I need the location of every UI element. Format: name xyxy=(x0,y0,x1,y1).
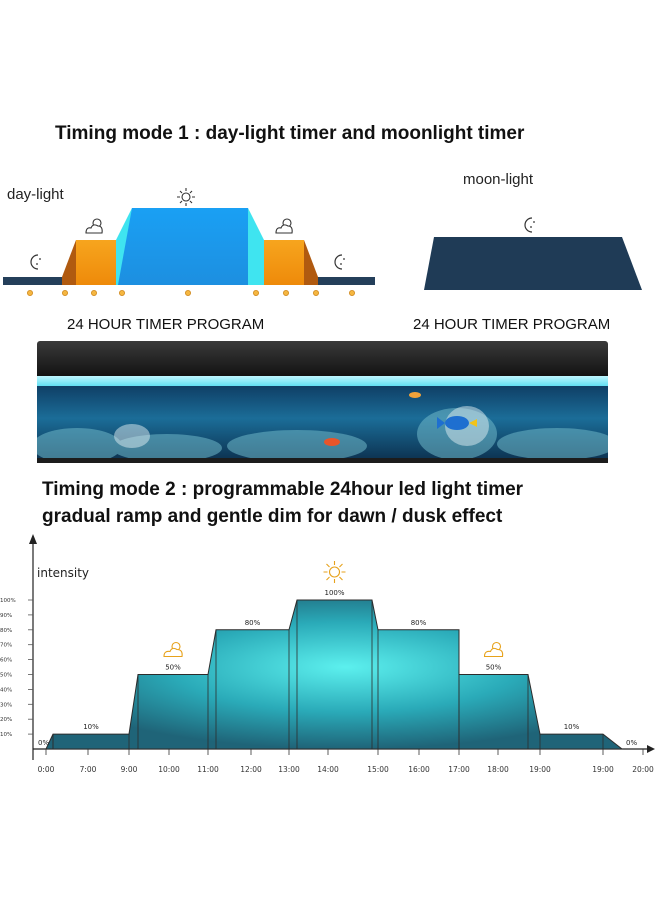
x-tick-label: 11:00 xyxy=(197,765,219,774)
start-label: 0% xyxy=(38,739,49,747)
data-label: 10% xyxy=(564,723,580,731)
y-tick-label: 50% xyxy=(0,673,12,679)
data-label: 80% xyxy=(245,619,261,627)
data-label: 80% xyxy=(411,619,427,627)
daylight-label: day-light xyxy=(7,186,64,203)
fish-blue xyxy=(437,416,469,430)
y-tick-label: 80% xyxy=(0,628,12,634)
sunset-block-right xyxy=(264,240,304,285)
y-tick-label: 90% xyxy=(0,613,12,619)
y-axis-label: intensity xyxy=(37,566,89,580)
cloud-sun-icon xyxy=(275,218,293,234)
y-tick-label: 40% xyxy=(0,687,12,693)
moon-icon xyxy=(524,217,535,233)
x-tick-label: 15:00 xyxy=(367,765,389,774)
tank-base xyxy=(37,458,608,463)
intensity-area xyxy=(45,599,624,750)
x-tick-label: 9:00 xyxy=(121,765,138,774)
program-label-left: 24 HOUR TIMER PROGRAM xyxy=(67,316,265,333)
timer-marks xyxy=(26,290,355,297)
moon-icon xyxy=(30,254,41,270)
y-tick-label: 60% xyxy=(0,658,12,664)
x-tick-label: 0:00 xyxy=(38,765,55,774)
y-tick-label: 10% xyxy=(0,732,12,738)
end-label: 0% xyxy=(626,739,637,747)
x-tick-label: 17:00 xyxy=(448,765,470,774)
sun-icon xyxy=(177,188,195,206)
data-label: 100% xyxy=(324,589,344,597)
x-tick-label: 19:00 xyxy=(592,765,614,774)
y-tick-label: 20% xyxy=(0,717,12,723)
mode1-title: Timing mode 1 : day-light timer and moon… xyxy=(55,123,525,144)
y-tick-label: 70% xyxy=(0,643,12,649)
x-tick-label: 19:00 xyxy=(529,765,551,774)
data-label: 10% xyxy=(83,723,99,731)
x-tick-label: 14:00 xyxy=(317,765,339,774)
y-axis-arrow xyxy=(29,534,37,544)
moonlight-label: moon-light xyxy=(463,171,534,188)
fish-orange xyxy=(409,392,421,398)
fish-red xyxy=(324,438,340,446)
program-label-right: 24 HOUR TIMER PROGRAM xyxy=(413,316,611,333)
sunset-ramp-right xyxy=(304,240,318,285)
x-tick-label: 18:00 xyxy=(487,765,509,774)
x-axis-arrow xyxy=(647,745,655,753)
x-tick-label: 7:00 xyxy=(80,765,97,774)
x-tick-label: 16:00 xyxy=(408,765,430,774)
cloud-sun-icon xyxy=(163,641,183,658)
cloud-sun-icon xyxy=(483,641,504,658)
x-tick-label: 20:00 xyxy=(632,765,654,774)
mode2-title-line1: Timing mode 2 : programmable 24hour led … xyxy=(42,479,524,500)
moonlight-timer-diagram xyxy=(424,217,642,290)
data-label: 50% xyxy=(486,664,502,672)
sun-icon xyxy=(323,561,346,583)
y-tick-label: 30% xyxy=(0,702,12,708)
fish-yellow xyxy=(469,419,477,427)
led-light-strip xyxy=(37,376,608,386)
sunrise-ramp-left xyxy=(62,240,76,285)
mode2-title-line2: gradual ramp and gentle dim for dawn / d… xyxy=(42,506,503,527)
aquarium-image xyxy=(37,386,608,458)
y-tick-label: 100% xyxy=(0,598,16,604)
transition-right xyxy=(248,208,264,285)
intensity-chart: intensity 100% 90% 80% 70% 60% 50% 40% 30% 20% 10%… xyxy=(0,534,655,774)
sunrise-block-left xyxy=(76,240,116,285)
x-tick-label: 10:00 xyxy=(158,765,180,774)
cloud-sun-icon xyxy=(85,218,103,234)
x-tick-label: 13:00 xyxy=(278,765,300,774)
daylight-block xyxy=(118,208,262,285)
daylight-timer-diagram xyxy=(3,188,375,297)
moon-icon xyxy=(334,254,345,270)
moonlight-block xyxy=(424,237,642,290)
x-tick-label: 12:00 xyxy=(240,765,262,774)
data-label: 50% xyxy=(165,664,181,672)
